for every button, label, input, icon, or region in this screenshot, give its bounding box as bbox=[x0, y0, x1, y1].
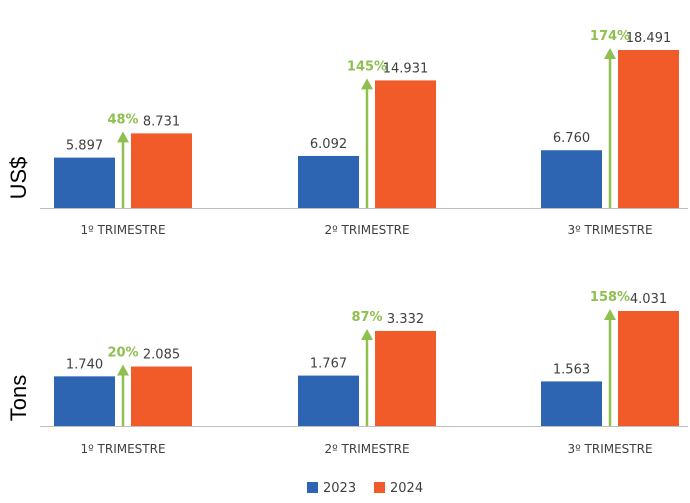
value-label-2023: 6.760 bbox=[553, 131, 590, 146]
y-axis-label: US$ bbox=[6, 157, 31, 200]
bar-2023 bbox=[541, 381, 602, 426]
legend-label: 2024 bbox=[390, 481, 423, 496]
y-axis-label: Tons bbox=[6, 375, 31, 421]
growth-arrow-head bbox=[604, 309, 616, 320]
category-tick-label: 1º TRIMESTRE bbox=[80, 223, 165, 237]
bar-2023 bbox=[541, 150, 602, 208]
category-tick-label: 3º TRIMESTRE bbox=[567, 223, 652, 237]
bar-2024 bbox=[131, 133, 192, 208]
bar-2024 bbox=[375, 80, 436, 208]
value-label-2023: 1.563 bbox=[553, 362, 590, 377]
bar-2023 bbox=[54, 157, 115, 208]
growth-percentage-label: 20% bbox=[107, 346, 138, 361]
category-tick-label: 2º TRIMESTRE bbox=[324, 442, 409, 456]
growth-arrow-head bbox=[117, 131, 129, 143]
legend: 2023 2024 bbox=[307, 481, 423, 496]
value-label-2023: 5.897 bbox=[66, 139, 103, 154]
bar-2023 bbox=[298, 155, 359, 208]
bar-2023 bbox=[54, 376, 115, 426]
growth-arrow-head bbox=[117, 364, 129, 376]
value-label-2023: 1.740 bbox=[66, 357, 103, 372]
value-label-2024: 2.085 bbox=[143, 348, 180, 363]
growth-percentage-label: 158% bbox=[590, 290, 630, 305]
growth-percentage-label: 145% bbox=[347, 59, 387, 74]
value-label-2023: 1.767 bbox=[310, 357, 347, 372]
bar-2023 bbox=[298, 375, 359, 426]
value-label-2024: 3.332 bbox=[387, 312, 424, 327]
bar-2024 bbox=[131, 366, 192, 426]
legend-swatch bbox=[374, 482, 385, 493]
panel-1: Tons 1.740 2.085 20% 1º TRIMESTRE 1.767 3.332 8… bbox=[6, 290, 688, 456]
growth-arrow-head bbox=[361, 78, 373, 90]
category-group: 1.767 3.332 87% 2º TRIMESTRE bbox=[298, 310, 436, 456]
value-label-2024: 18.491 bbox=[626, 31, 672, 46]
growth-percentage-label: 87% bbox=[351, 310, 382, 325]
legend-label: 2023 bbox=[323, 481, 356, 496]
value-label-2024: 8.731 bbox=[143, 114, 180, 129]
growth-arrow-head bbox=[361, 328, 373, 340]
category-tick-label: 1º TRIMESTRE bbox=[80, 442, 165, 456]
value-label-2024: 14.931 bbox=[383, 61, 429, 76]
growth-arrow-head bbox=[604, 48, 616, 59]
growth-percentage-label: 48% bbox=[107, 112, 138, 127]
category-group: 1.740 2.085 20% 1º TRIMESTRE bbox=[54, 346, 192, 456]
legend-swatch bbox=[307, 482, 318, 493]
bar-2024 bbox=[375, 330, 436, 426]
value-label-2024: 4.031 bbox=[630, 292, 667, 307]
bar-2024 bbox=[618, 50, 679, 208]
growth-percentage-label: 174% bbox=[590, 29, 630, 44]
category-tick-label: 3º TRIMESTRE bbox=[567, 442, 652, 456]
value-label-2023: 6.092 bbox=[310, 137, 347, 152]
bar-2024 bbox=[618, 311, 679, 426]
category-group: 5.897 8.731 48% 1º TRIMESTRE bbox=[54, 112, 192, 237]
category-tick-label: 2º TRIMESTRE bbox=[324, 223, 409, 237]
